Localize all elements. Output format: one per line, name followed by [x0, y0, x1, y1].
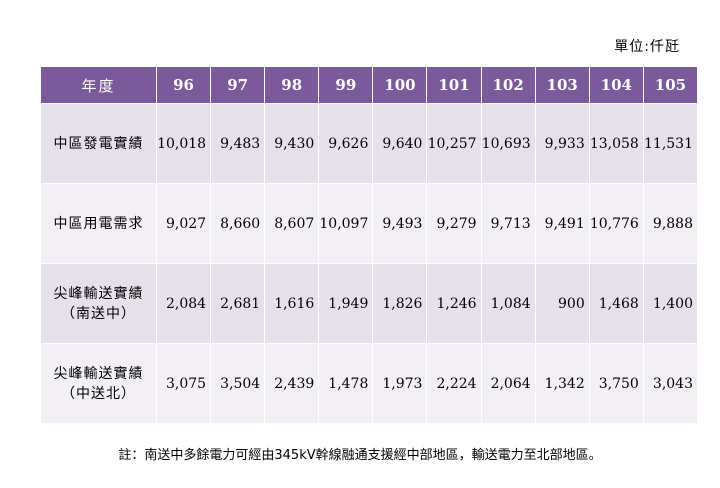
- table-cell: 3,043: [642, 343, 699, 424]
- table-cell: 1,616: [264, 263, 320, 344]
- table-cell: 2,224: [426, 343, 482, 424]
- row-label-line1: 尖峰輸送實績: [53, 285, 144, 302]
- header-year: 102: [480, 66, 536, 104]
- table-cell: 9,626: [318, 103, 374, 184]
- table-cell: 8,607: [264, 183, 320, 264]
- power-data-table: 年度 96 97 98 99 100 101 102 103 104 105 中…: [40, 66, 699, 424]
- table-cell: 2,681: [210, 263, 266, 344]
- table-cell: 1,949: [318, 263, 374, 344]
- table-cell: 11,531: [642, 103, 699, 184]
- table-cell: 3,075: [155, 343, 212, 424]
- table-cell: 9,027: [155, 183, 212, 264]
- table-cell: 9,933: [534, 103, 590, 184]
- table-cell: 1,826: [372, 263, 428, 344]
- row-label-line2: （中送北）: [61, 385, 136, 402]
- table-cell: 9,888: [642, 183, 699, 264]
- table-cell: 9,640: [372, 103, 428, 184]
- table-cell: 1,468: [588, 263, 644, 344]
- header-year: 96: [155, 66, 212, 104]
- table-cell: 1,246: [426, 263, 482, 344]
- header-year: 104: [588, 66, 644, 104]
- table-cell: 2,064: [480, 343, 536, 424]
- row-label: 中區用電需求: [40, 183, 157, 264]
- footnote: 註：南送中多餘電力可經由345kV幹線融通支援經中部地區，輸送電力至北部地區。: [118, 448, 602, 463]
- table-cell: 10,097: [318, 183, 374, 264]
- header-year: 99: [318, 66, 374, 104]
- table-header-row: 年度 96 97 98 99 100 101 102 103 104 105: [40, 66, 699, 104]
- table-cell: 2,084: [155, 263, 212, 344]
- row-label-line1: 中區用電需求: [53, 215, 144, 232]
- table-row: 中區用電需求 9,027 8,660 8,607 10,097 9,493 9,…: [40, 183, 699, 264]
- row-label: 尖峰輸送實績 （南送中）: [40, 263, 157, 344]
- header-year: 103: [534, 66, 590, 104]
- row-label: 中區發電實績: [40, 103, 157, 184]
- table-cell: 1,342: [534, 343, 590, 424]
- header-year: 101: [426, 66, 482, 104]
- table-cell: 9,279: [426, 183, 482, 264]
- table-cell: 1,973: [372, 343, 428, 424]
- table-cell: 13,058: [588, 103, 644, 184]
- table-cell: 10,018: [155, 103, 212, 184]
- header-year: 98: [264, 66, 320, 104]
- table-cell: 3,750: [588, 343, 644, 424]
- table-cell: 900: [534, 263, 590, 344]
- table-cell: 9,483: [210, 103, 266, 184]
- table-cell: 10,693: [480, 103, 536, 184]
- table-cell: 2,439: [264, 343, 320, 424]
- row-label: 尖峰輸送實績 （中送北）: [40, 343, 157, 424]
- unit-label: 單位:仟瓩: [614, 39, 680, 55]
- header-year: 100: [372, 66, 428, 104]
- table-cell: 10,257: [426, 103, 482, 184]
- header-year: 97: [210, 66, 266, 104]
- table-cell: 9,430: [264, 103, 320, 184]
- header-year: 105: [642, 66, 699, 104]
- table-cell: 9,491: [534, 183, 590, 264]
- table-row: 中區發電實績 10,018 9,483 9,430 9,626 9,640 10…: [40, 103, 699, 184]
- table-cell: 8,660: [210, 183, 266, 264]
- table-row: 尖峰輸送實績 （中送北） 3,075 3,504 2,439 1,478 1,9…: [40, 343, 699, 424]
- table-cell: 9,713: [480, 183, 536, 264]
- table-row: 尖峰輸送實績 （南送中） 2,084 2,681 1,616 1,949 1,8…: [40, 263, 699, 344]
- header-corner: 年度: [40, 66, 157, 104]
- row-label-line1: 尖峰輸送實績: [53, 365, 144, 382]
- table-cell: 1,084: [480, 263, 536, 344]
- table-cell: 1,400: [642, 263, 699, 344]
- row-label-line1: 中區發電實績: [53, 135, 144, 152]
- table-cell: 1,478: [318, 343, 374, 424]
- table-cell: 3,504: [210, 343, 266, 424]
- table-cell: 9,493: [372, 183, 428, 264]
- row-label-line2: （南送中）: [61, 305, 136, 322]
- table-cell: 10,776: [588, 183, 644, 264]
